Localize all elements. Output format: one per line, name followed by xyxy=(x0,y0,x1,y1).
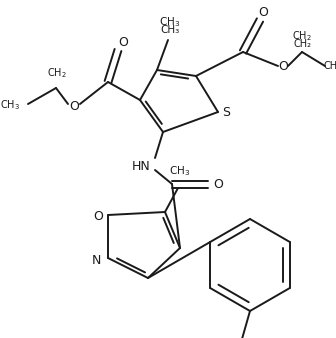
Text: CH$_3$: CH$_3$ xyxy=(159,15,181,29)
Text: CH$_2$: CH$_2$ xyxy=(292,29,312,43)
Text: CH₃: CH₃ xyxy=(324,61,336,71)
Text: CH₂: CH₂ xyxy=(293,39,311,49)
Text: HN: HN xyxy=(132,160,151,172)
Text: O: O xyxy=(258,5,268,19)
Text: O: O xyxy=(118,35,128,48)
Text: CH$_3$: CH$_3$ xyxy=(169,164,191,178)
Text: N: N xyxy=(91,254,101,266)
Text: O: O xyxy=(278,61,288,73)
Text: CH$_2$: CH$_2$ xyxy=(47,66,67,80)
Text: CH$_3$: CH$_3$ xyxy=(0,98,20,112)
Text: CH$_3$: CH$_3$ xyxy=(335,60,336,74)
Text: O: O xyxy=(213,177,223,191)
Text: O: O xyxy=(93,211,103,223)
Text: S: S xyxy=(222,106,230,120)
Text: O: O xyxy=(69,100,79,114)
Text: CH₃: CH₃ xyxy=(160,25,180,35)
